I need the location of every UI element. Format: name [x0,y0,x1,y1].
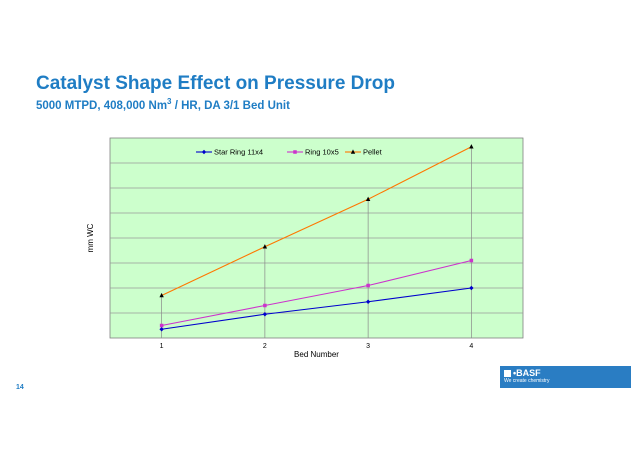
diamond-marker [469,285,474,291]
triangle-marker [469,144,474,149]
square-marker [469,258,474,263]
logo-text: BASF [516,368,541,378]
square-marker [366,283,370,288]
square-marker [159,323,164,328]
slide-title: Catalyst Shape Effect on Pressure Drop [36,73,395,94]
series-line [161,146,472,296]
legend-label: Pellet [363,148,383,157]
triangle-marker [262,244,268,249]
triangle-marker [365,196,371,202]
subtitle-superscript: 3 [167,97,172,106]
legend-entry: Ring 10x5 [287,148,339,157]
triangle-marker [159,292,164,298]
diamond-marker [201,149,207,155]
series-3 [159,144,474,298]
grid-lines [110,162,523,314]
subtitle-main: 5000 MTPD, 408,000 Nm [36,99,168,112]
diamond-marker [159,327,164,332]
legend-entry: Pellet [345,148,383,157]
logo-wordmark: •BASF [504,368,541,378]
series-line [161,287,472,330]
x-axis-ticks: 1 2 3 4 [160,343,474,350]
slide-subtitle: 5000 MTPD, 408,000 Nm3 / HR, DA 3/1 Bed … [36,97,290,112]
logo-tagline: We create chemistry [504,378,550,384]
subtitle-rest: / HR, DA 3/1 Bed Unit [171,99,290,112]
diamond-marker [365,299,371,304]
series-1 [159,285,474,332]
series-layer [159,144,474,332]
legend-entry: Star Ring 11x4 [196,148,263,157]
triangle-marker [350,149,356,154]
square-marker [293,150,297,154]
diamond-marker [262,312,268,317]
series-2 [159,258,474,328]
y-axis-label: mm WC [86,223,95,252]
vertical-drop-lines [161,146,472,338]
legend-label: Star Ring 11x4 [214,148,263,157]
basf-logo: •BASF We create chemistry [500,366,631,388]
chart-legend: Star Ring 11x4 Ring 10x5 Pellet [196,148,383,157]
legend-label: Ring 10x5 [305,148,339,157]
x-tick-label: 1 [160,343,164,350]
page-number: 14 [16,384,24,391]
x-axis-label: Bed Number [294,350,339,359]
series-line [161,259,472,327]
x-tick-label: 3 [366,343,370,350]
square-marker [263,303,267,308]
x-tick-label: 2 [263,343,267,350]
basf-cube-icon [504,370,511,377]
x-tick-label: 4 [469,343,473,350]
